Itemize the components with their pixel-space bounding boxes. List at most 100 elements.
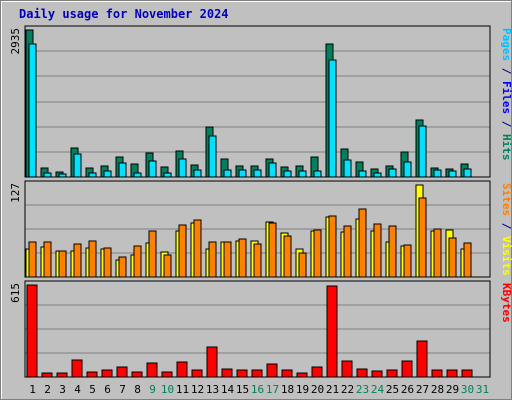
legend-pages: Pages bbox=[500, 28, 512, 61]
bar-kbytes-day-22 bbox=[341, 360, 353, 378]
day-label-23: 23 bbox=[356, 383, 369, 396]
bar-kbytes-day-8 bbox=[131, 371, 143, 378]
day-label-25: 25 bbox=[386, 383, 399, 396]
bar-sites-day-18 bbox=[283, 235, 292, 278]
bar-sites-day-7 bbox=[118, 256, 127, 278]
day-label-2: 2 bbox=[44, 383, 51, 396]
bar-files-day-10 bbox=[163, 172, 172, 178]
bar-sites-day-17 bbox=[268, 222, 277, 278]
bar-sites-day-28 bbox=[433, 228, 442, 278]
day-label-4: 4 bbox=[74, 383, 81, 396]
bar-files-day-16 bbox=[253, 169, 262, 178]
bar-sites-day-27 bbox=[418, 197, 427, 278]
day-label-7: 7 bbox=[119, 383, 126, 396]
bar-sites-day-22 bbox=[343, 225, 352, 278]
bar-files-day-26 bbox=[403, 161, 412, 178]
bar-sites-day-26 bbox=[403, 244, 412, 278]
bar-files-day-14 bbox=[223, 169, 232, 178]
day-label-26: 26 bbox=[401, 383, 414, 396]
bar-files-day-30 bbox=[463, 168, 472, 178]
bar-sites-day-15 bbox=[238, 238, 247, 278]
plot-frame-sites-visits bbox=[24, 180, 491, 278]
day-label-3: 3 bbox=[59, 383, 66, 396]
bar-files-day-20 bbox=[313, 170, 322, 178]
day-label-29: 29 bbox=[446, 383, 459, 396]
bar-sites-day-12 bbox=[193, 219, 202, 278]
bar-kbytes-day-6 bbox=[101, 369, 113, 378]
bar-kbytes-day-10 bbox=[161, 371, 173, 378]
bar-sites-day-11 bbox=[178, 224, 187, 278]
bar-files-day-13 bbox=[208, 135, 217, 178]
bar-kbytes-day-19 bbox=[296, 372, 308, 378]
bar-kbytes-day-30 bbox=[461, 369, 473, 378]
legend-files: Files bbox=[500, 81, 512, 114]
day-label-19: 19 bbox=[296, 383, 309, 396]
day-label-24: 24 bbox=[371, 383, 385, 396]
bar-files-day-7 bbox=[118, 162, 127, 178]
bar-files-day-21 bbox=[328, 59, 337, 178]
day-label-13: 13 bbox=[206, 383, 219, 396]
legend-visits: Visits bbox=[500, 236, 512, 276]
day-label-8: 8 bbox=[134, 383, 141, 396]
bar-files-day-27 bbox=[418, 125, 427, 178]
chart-title: Daily usage for November 2024 bbox=[19, 7, 229, 21]
bar-files-day-18 bbox=[283, 170, 292, 178]
day-label-15: 15 bbox=[236, 383, 249, 396]
bar-files-day-8 bbox=[133, 172, 142, 178]
day-label-31: 31 bbox=[476, 383, 489, 396]
day-label-1: 1 bbox=[29, 383, 36, 396]
bar-files-day-1 bbox=[28, 43, 37, 178]
day-label-28: 28 bbox=[431, 383, 444, 396]
day-label-12: 12 bbox=[191, 383, 204, 396]
day-label-21: 21 bbox=[326, 383, 339, 396]
bar-files-day-4 bbox=[73, 153, 82, 178]
bar-sites-day-8 bbox=[133, 245, 142, 278]
bar-kbytes-day-3 bbox=[56, 372, 68, 378]
day-label-30: 30 bbox=[461, 383, 474, 396]
legend-separator: / bbox=[500, 114, 512, 134]
side-legend-pages-files-hits: Pages / Files / Hits bbox=[500, 28, 512, 161]
bar-sites-day-19 bbox=[298, 252, 307, 278]
bar-files-day-19 bbox=[298, 170, 307, 178]
bar-sites-day-14 bbox=[223, 241, 232, 278]
bar-kbytes-day-25 bbox=[386, 369, 398, 378]
bar-files-day-9 bbox=[148, 160, 157, 178]
ymax-label-pages-files-hits: 2935 bbox=[9, 28, 22, 55]
bar-kbytes-day-20 bbox=[311, 366, 323, 378]
bar-kbytes-day-13 bbox=[206, 346, 218, 378]
legend-hits: Hits bbox=[500, 134, 512, 161]
legend-separator: / bbox=[500, 61, 512, 81]
bar-files-day-24 bbox=[373, 172, 382, 178]
bar-kbytes-day-5 bbox=[86, 371, 98, 378]
bar-kbytes-day-27 bbox=[416, 340, 428, 378]
bar-files-day-5 bbox=[88, 172, 97, 178]
bar-kbytes-day-24 bbox=[371, 370, 383, 378]
bar-sites-day-13 bbox=[208, 241, 217, 278]
bar-sites-day-4 bbox=[73, 243, 82, 278]
bar-kbytes-day-2 bbox=[41, 372, 53, 378]
day-label-16: 16 bbox=[251, 383, 264, 396]
bar-kbytes-day-26 bbox=[401, 360, 413, 378]
bar-kbytes-day-17 bbox=[266, 363, 278, 378]
day-label-5: 5 bbox=[89, 383, 96, 396]
bar-files-day-15 bbox=[238, 169, 247, 178]
bar-sites-day-25 bbox=[388, 225, 397, 278]
bar-files-day-29 bbox=[448, 170, 457, 178]
day-label-22: 22 bbox=[341, 383, 354, 396]
bar-kbytes-day-21 bbox=[326, 285, 338, 378]
day-label-9: 9 bbox=[149, 383, 156, 396]
bar-files-day-2 bbox=[43, 172, 52, 178]
day-label-17: 17 bbox=[266, 383, 279, 396]
bar-sites-day-3 bbox=[58, 250, 67, 278]
bar-sites-day-10 bbox=[163, 254, 172, 278]
day-label-14: 14 bbox=[221, 383, 235, 396]
plot-frame-pages-files-hits bbox=[24, 25, 491, 178]
bar-sites-day-2 bbox=[43, 241, 52, 278]
legend-sites: Sites bbox=[500, 183, 512, 216]
bar-files-day-22 bbox=[343, 159, 352, 178]
day-label-18: 18 bbox=[281, 383, 294, 396]
bar-sites-day-21 bbox=[328, 215, 337, 278]
day-label-10: 10 bbox=[161, 383, 174, 396]
day-label-6: 6 bbox=[104, 383, 111, 396]
